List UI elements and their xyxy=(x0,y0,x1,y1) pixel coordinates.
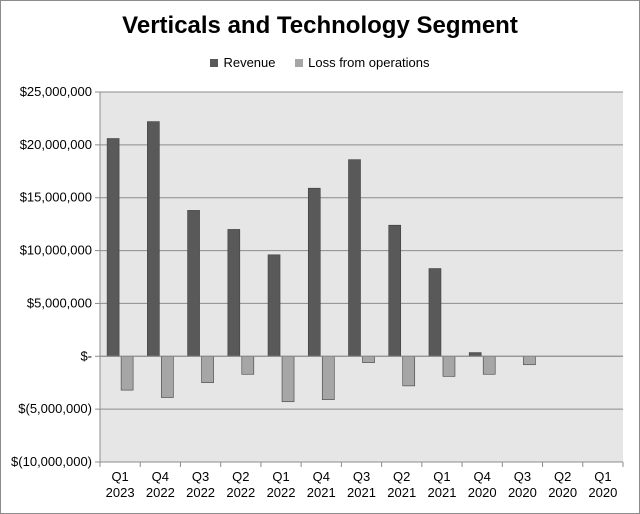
x-tick-label-quarter: Q3 xyxy=(514,469,531,484)
x-tick-label-quarter: Q2 xyxy=(232,469,249,484)
chart-legend: Revenue Loss from operations xyxy=(0,55,640,70)
x-tick-label-year: 2021 xyxy=(347,485,376,500)
bar-loss-from-operations xyxy=(402,355,416,387)
y-tick-label: $(5,000,000) xyxy=(18,401,92,416)
bar-revenue xyxy=(187,210,200,357)
x-tick-label-year: 2020 xyxy=(468,485,497,500)
bar-revenue xyxy=(348,159,361,357)
x-tick-label-year: 2022 xyxy=(186,485,215,500)
x-tick-label-quarter: Q1 xyxy=(272,469,289,484)
bar-loss-from-operations xyxy=(281,355,295,403)
plot-area xyxy=(100,92,623,462)
bar-loss-from-operations xyxy=(442,355,456,377)
legend-swatch-loss xyxy=(295,59,304,67)
x-tick-label-quarter: Q1 xyxy=(433,469,450,484)
bar-revenue xyxy=(388,224,402,357)
bar-loss-from-operations xyxy=(241,355,255,375)
y-tick-label: $(10,000,000) xyxy=(11,454,92,469)
bar-loss-from-operations xyxy=(482,355,496,375)
x-tick-label-year: 2023 xyxy=(106,485,135,500)
legend-swatch-revenue xyxy=(210,59,219,67)
bar-loss-from-operations xyxy=(161,355,174,398)
legend-item-revenue: Revenue xyxy=(210,55,276,70)
y-tick-label: $5,000,000 xyxy=(27,295,92,310)
bar-revenue xyxy=(267,254,281,357)
x-tick-label-year: 2022 xyxy=(146,485,175,500)
x-tick-label-year: 2022 xyxy=(267,485,296,500)
x-tick-label-year: 2021 xyxy=(387,485,416,500)
y-tick-label: $25,000,000 xyxy=(20,84,92,99)
y-tick-label: $15,000,000 xyxy=(20,190,92,205)
bar-revenue xyxy=(428,268,442,357)
legend-item-loss: Loss from operations xyxy=(295,55,430,70)
bar-loss-from-operations xyxy=(321,355,335,400)
x-tick-label-quarter: Q4 xyxy=(474,469,491,484)
x-tick-label-year: 2020 xyxy=(588,485,617,500)
bar-loss-from-operations xyxy=(120,355,134,391)
x-tick-label-year: 2020 xyxy=(508,485,537,500)
x-tick-label-quarter: Q1 xyxy=(594,469,611,484)
bar-revenue xyxy=(307,187,321,357)
x-tick-label-quarter: Q2 xyxy=(554,469,571,484)
legend-label-loss: Loss from operations xyxy=(308,55,430,70)
y-tick-label: $- xyxy=(80,348,92,363)
bar-revenue xyxy=(227,229,241,357)
x-tick-label-quarter: Q4 xyxy=(313,469,330,484)
chart-title: Verticals and Technology Segment xyxy=(122,12,518,39)
bar-revenue xyxy=(147,121,160,357)
x-tick-label-quarter: Q3 xyxy=(353,469,370,484)
bar-revenue xyxy=(106,138,120,357)
x-tick-label-quarter: Q1 xyxy=(111,469,128,484)
x-tick-label-year: 2021 xyxy=(307,485,336,500)
x-tick-label-year: 2020 xyxy=(548,485,577,500)
bar-loss-from-operations xyxy=(523,355,536,366)
x-tick-label-quarter: Q4 xyxy=(152,469,169,484)
bar-loss-from-operations xyxy=(201,355,214,384)
x-tick-label-quarter: Q3 xyxy=(192,469,209,484)
x-tick-label-year: 2021 xyxy=(428,485,457,500)
bar-loss-from-operations xyxy=(362,355,375,363)
x-tick-label-year: 2022 xyxy=(226,485,255,500)
x-tick-label-quarter: Q2 xyxy=(393,469,410,484)
bar-revenue xyxy=(468,352,482,357)
y-tick-label: $10,000,000 xyxy=(20,243,92,258)
legend-label-revenue: Revenue xyxy=(223,55,276,70)
y-tick-label: $20,000,000 xyxy=(20,137,92,152)
